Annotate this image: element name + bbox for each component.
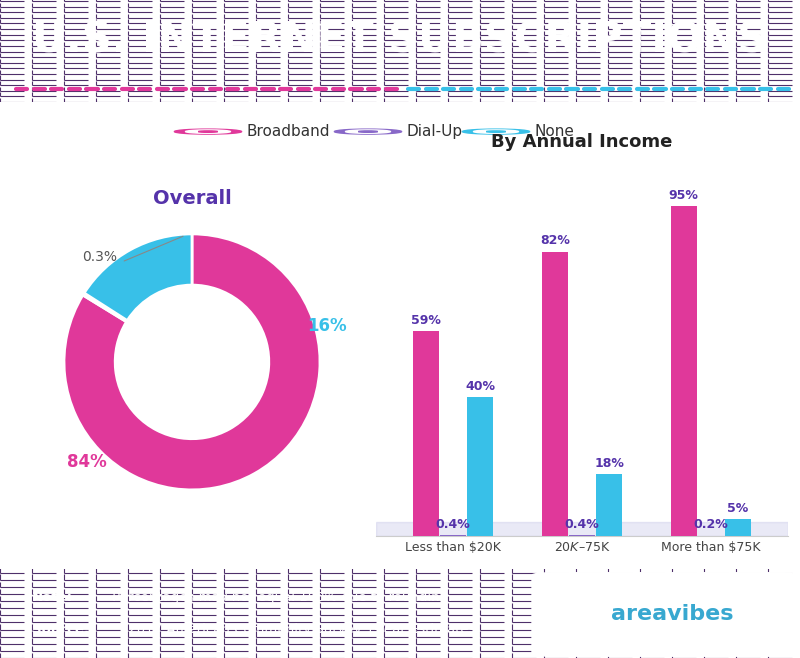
Bar bbox=[671, 207, 697, 536]
Text: Note:: Note: bbox=[32, 591, 73, 604]
Text: 59%: 59% bbox=[411, 315, 441, 327]
Wedge shape bbox=[64, 234, 320, 490]
Bar bbox=[467, 397, 493, 536]
Circle shape bbox=[186, 130, 230, 134]
Text: 0.4%: 0.4% bbox=[436, 518, 470, 531]
Bar bbox=[376, 522, 788, 536]
Text: 0.4%: 0.4% bbox=[565, 518, 599, 531]
Text: 95%: 95% bbox=[669, 190, 698, 202]
Text: Broadband: Broadband bbox=[246, 124, 330, 139]
Text: areavibes: areavibes bbox=[610, 603, 734, 624]
Circle shape bbox=[334, 129, 402, 134]
Bar bbox=[414, 332, 439, 536]
Circle shape bbox=[358, 131, 378, 132]
Text: 16%: 16% bbox=[307, 317, 347, 335]
Text: Overall: Overall bbox=[153, 190, 231, 209]
Title: By Annual Income: By Annual Income bbox=[491, 134, 673, 151]
Text: Dial-Up: Dial-Up bbox=[406, 124, 462, 139]
Text: 18%: 18% bbox=[594, 457, 624, 470]
Circle shape bbox=[174, 129, 242, 134]
Text: 82%: 82% bbox=[540, 234, 570, 247]
Circle shape bbox=[462, 129, 530, 134]
Bar bbox=[542, 251, 568, 536]
Bar bbox=[596, 474, 622, 536]
Text: 84%: 84% bbox=[67, 453, 107, 470]
Text: 5%: 5% bbox=[727, 502, 749, 515]
Text: Percentages may not equal 100% due to rounding.: Percentages may not equal 100% due to ro… bbox=[108, 591, 452, 604]
Text: None: None bbox=[534, 124, 574, 139]
Circle shape bbox=[474, 130, 518, 134]
Circle shape bbox=[346, 130, 390, 134]
Text: 40%: 40% bbox=[466, 380, 495, 393]
Circle shape bbox=[486, 131, 506, 132]
Circle shape bbox=[198, 131, 218, 132]
Text: Source:: Source: bbox=[32, 623, 90, 636]
Bar bbox=[725, 519, 750, 536]
Text: U.S. INTERNET SUBSCRIPTIONS: U.S. INTERNET SUBSCRIPTIONS bbox=[32, 20, 768, 62]
FancyBboxPatch shape bbox=[532, 572, 800, 656]
Text: 0.3%: 0.3% bbox=[82, 250, 118, 264]
Text: 2017 American Community Survey 1-Year Estimates: 2017 American Community Survey 1-Year Es… bbox=[124, 623, 475, 636]
Bar bbox=[440, 535, 466, 536]
Text: 0.2%: 0.2% bbox=[694, 519, 728, 532]
Wedge shape bbox=[84, 234, 192, 320]
Wedge shape bbox=[83, 293, 127, 322]
Bar bbox=[569, 535, 595, 536]
